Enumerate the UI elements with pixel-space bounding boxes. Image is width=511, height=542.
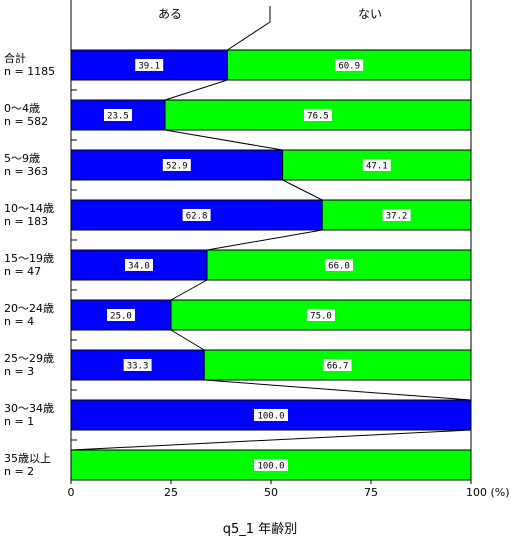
value-label-nai-5: 75.0 (310, 312, 332, 322)
x-tick-label-4: 100 (%) (466, 486, 510, 499)
row-label-5: 20～24歳 (4, 302, 54, 315)
row-label-2: 5～9歳 (4, 152, 40, 165)
value-label-aru-3: 62.8 (186, 212, 208, 222)
value-label-nai-6-bg (323, 359, 352, 371)
value-label-aru-1-bg (104, 109, 132, 121)
value-label-aru-7: 100.0 (257, 412, 284, 422)
row-n-5: n = 4 (4, 315, 34, 328)
value-label-nai-5-bg (307, 309, 335, 321)
connector-0 (164, 79, 228, 101)
labels-layer: 39.1 60.9 23.5 76.5 52.9 47.1 62.8 37.2 34.0 66.0… (4, 51, 510, 499)
value-label-aru-1: 23.5 (107, 112, 129, 122)
bar-nai-3 (321, 199, 472, 231)
x-tick-label-2: 50 (264, 486, 278, 499)
value-label-aru-4-bg (125, 259, 153, 271)
axes-layer (70, 0, 472, 484)
row-label-0: 合計 (4, 51, 26, 65)
row-label-3: 10～14歳 (4, 202, 54, 215)
connector-2 (282, 179, 323, 201)
value-label-nai-6: 66.7 (327, 362, 349, 372)
row-n-8: n = 2 (4, 465, 34, 478)
row-n-4: n = 47 (4, 265, 41, 278)
value-label-aru-2: 52.9 (166, 162, 188, 172)
value-label-aru-7-bg (254, 409, 288, 421)
value-label-aru-2-bg (162, 159, 191, 171)
value-label-nai-0: 60.9 (338, 62, 360, 72)
legend-aru: ある (158, 7, 182, 21)
value-label-aru-4: 34.0 (128, 262, 150, 272)
connector-7 (70, 429, 472, 451)
row-label-7: 30～34歳 (4, 402, 54, 415)
row-n-6: n = 3 (4, 365, 34, 378)
value-label-aru-5-bg (107, 309, 135, 321)
value-label-nai-0-bg (335, 59, 364, 71)
row-n-2: n = 363 (4, 165, 48, 178)
row-n-3: n = 183 (4, 215, 48, 228)
row-label-4: 15～19歳 (4, 252, 54, 265)
value-label-nai-1-bg (304, 109, 332, 121)
bar-nai-6 (203, 349, 472, 381)
value-label-aru-6: 33.3 (127, 362, 149, 372)
value-label-nai-8-bg (254, 459, 288, 471)
row-label-1: 0～4歳 (4, 102, 40, 115)
chart-title: q5_1 年齢別 (223, 522, 297, 537)
value-label-nai-2: 47.1 (366, 162, 388, 172)
value-label-nai-1: 76.5 (307, 112, 329, 122)
value-label-aru-0-bg (135, 59, 164, 71)
row-label-8: 35歳以上 (4, 452, 51, 465)
connector-1 (164, 129, 283, 151)
x-tick-label-3: 75 (364, 486, 378, 499)
connector-top (227, 21, 271, 51)
row-n-1: n = 582 (4, 115, 48, 128)
legend-nai: ない (358, 7, 382, 21)
x-tick-label-1: 25 (164, 486, 178, 499)
connector-5 (170, 329, 205, 351)
value-label-aru-5: 25.0 (110, 312, 132, 322)
row-label-6: 25～29歳 (4, 352, 54, 365)
value-label-nai-4: 66.0 (328, 262, 350, 272)
value-label-nai-2-bg (362, 159, 391, 171)
x-tick-label-0: 0 (68, 486, 75, 499)
value-label-aru-6-bg (123, 359, 152, 371)
value-label-aru-3-bg (182, 209, 211, 221)
connector-6 (204, 379, 472, 401)
value-label-nai-3-bg (382, 209, 411, 221)
bars-layer (70, 49, 472, 481)
connector-3 (206, 229, 323, 251)
connector-4 (170, 279, 208, 301)
value-label-aru-0: 39.1 (138, 62, 160, 72)
row-n-0: n = 1185 (4, 65, 55, 78)
value-label-nai-8: 100.0 (257, 462, 284, 472)
row-n-7: n = 1 (4, 415, 34, 428)
value-label-nai-4-bg (325, 259, 353, 271)
value-label-nai-3: 37.2 (386, 212, 408, 222)
